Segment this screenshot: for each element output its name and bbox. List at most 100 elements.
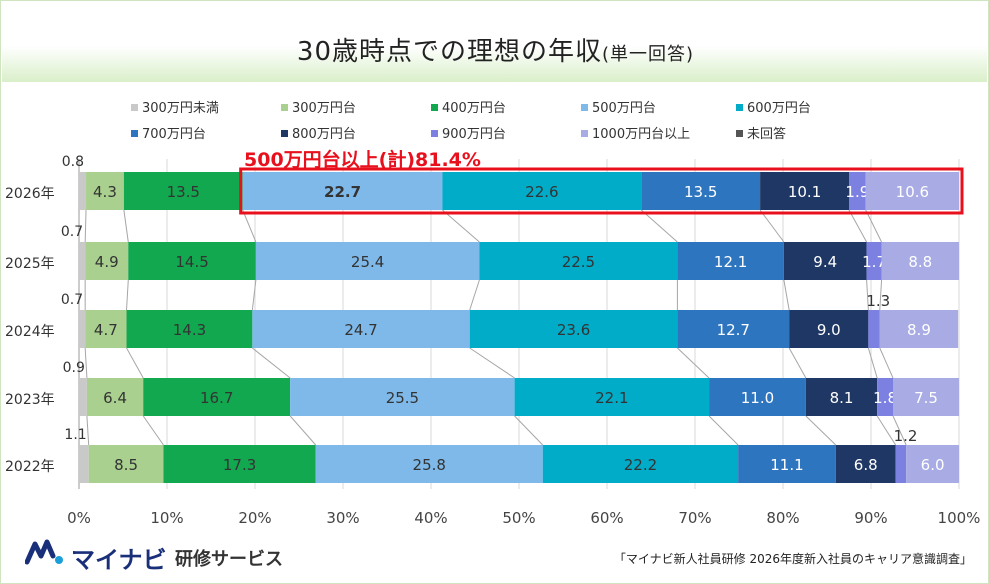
bar-segment <box>86 172 124 210</box>
data-label: 0.7 <box>61 292 83 308</box>
series-connector <box>126 347 144 379</box>
bar-segment <box>783 242 867 280</box>
bar-segment <box>877 378 893 416</box>
brand-logo: マイナビ 研修サービス <box>24 536 283 574</box>
x-tick-label: 50% <box>502 509 535 527</box>
series-connector <box>514 415 544 446</box>
data-label: 6.0 <box>921 456 945 474</box>
series-connector <box>84 347 88 379</box>
bar-segment <box>881 242 959 280</box>
bar-segment <box>542 445 739 483</box>
legend-item: 800万円台 <box>281 123 356 142</box>
legend-item: 700万円台 <box>131 123 206 142</box>
bar-segment <box>906 445 959 483</box>
data-label: 1.1 <box>64 427 86 443</box>
legend-item: 900万円台 <box>431 123 506 142</box>
data-label: 25.8 <box>413 456 446 474</box>
series-connector <box>879 279 883 311</box>
bar-segment <box>252 310 470 348</box>
bar-segment <box>85 310 127 348</box>
brand-sub: 研修サービス <box>175 549 283 570</box>
series-connector <box>469 347 515 379</box>
bar-segment <box>85 242 129 280</box>
data-label: 1.8 <box>873 389 897 407</box>
x-tick-label: 60% <box>590 509 623 527</box>
legend-swatch <box>431 130 438 137</box>
data-label: 17.3 <box>223 456 256 474</box>
data-label: 1.7 <box>862 253 886 271</box>
legend-label: 300万円未満 <box>142 101 219 116</box>
data-label: 22.6 <box>525 183 558 201</box>
bar-segment <box>868 310 880 348</box>
bar-segment <box>79 378 87 416</box>
source-note: 「マイナビ新人社員研修 2026年度新入社員のキャリア意識調査」 <box>613 552 972 566</box>
data-label: 8.1 <box>830 389 854 407</box>
legend-swatch <box>736 130 743 137</box>
series-connector <box>867 347 878 379</box>
x-tick-label: 30% <box>326 509 359 527</box>
bar-segment <box>677 242 784 280</box>
series-connector <box>805 415 837 446</box>
legend-label: 700万円台 <box>142 127 206 142</box>
legend-swatch <box>736 104 743 111</box>
series-connector <box>866 279 869 311</box>
legend-swatch <box>581 130 588 137</box>
x-tick-label: 70% <box>678 509 711 527</box>
legend-label: 900万円台 <box>442 127 506 142</box>
bar-segment <box>123 172 243 210</box>
data-label: 16.7 <box>200 389 233 407</box>
data-label: 8.5 <box>114 456 138 474</box>
data-label: 1.2 <box>894 427 918 445</box>
category-label: 2025年 <box>5 256 55 272</box>
bar-segment <box>479 242 678 280</box>
data-label: 1.9 <box>845 183 869 201</box>
legend-item: 1000万円台以上 <box>581 123 690 142</box>
bar-segment <box>677 310 790 348</box>
data-label: 4.9 <box>95 253 119 271</box>
legend-swatch <box>581 104 588 111</box>
series-connector <box>708 415 739 446</box>
category-label: 2022年 <box>5 459 55 475</box>
data-label: 22.2 <box>624 456 657 474</box>
legend-item: 300万円未満 <box>131 97 219 116</box>
data-label: 23.6 <box>557 321 590 339</box>
bar-segment <box>469 310 678 348</box>
x-tick-label: 100% <box>938 509 981 527</box>
legend-label: 500万円台 <box>592 101 656 116</box>
series-connector <box>289 415 317 446</box>
x-tick-label: 80% <box>766 509 799 527</box>
legend-item: 未回答 <box>736 123 786 142</box>
series-connector <box>677 347 710 379</box>
series-connector <box>876 415 897 446</box>
chart-title-main: 30歳時点での理想の年収 <box>296 37 603 67</box>
x-tick-label: 0% <box>67 509 91 527</box>
bar-segment <box>88 445 164 483</box>
bar-segment <box>242 172 443 210</box>
data-label: 10.1 <box>788 183 821 201</box>
series-connector <box>84 209 87 243</box>
data-label: 25.5 <box>386 389 419 407</box>
series-connector <box>848 209 868 243</box>
x-tick-label: 90% <box>854 509 887 527</box>
bar-segment <box>865 172 959 210</box>
series-connector <box>126 279 129 311</box>
category-label: 2024年 <box>5 324 55 340</box>
bar-segment <box>79 172 87 210</box>
legend-label: 400万円台 <box>442 101 506 116</box>
chart-title: 30歳時点での理想の年収(単一回答) <box>1 31 988 68</box>
legend-swatch <box>431 104 438 111</box>
data-label: 4.3 <box>93 183 117 201</box>
bar-segment <box>879 310 959 348</box>
bar-segment <box>866 242 882 280</box>
series-connector <box>879 347 894 379</box>
bar-segment <box>514 378 710 416</box>
data-label: 11.1 <box>770 456 803 474</box>
legend-label: 800万円台 <box>292 127 356 142</box>
data-label: 13.5 <box>684 183 717 201</box>
data-label: 14.3 <box>173 321 206 339</box>
data-label: 12.7 <box>717 321 750 339</box>
bar-segment <box>895 445 907 483</box>
series-connector <box>865 209 883 243</box>
series-connector <box>86 415 90 446</box>
legend-item: 600万円台 <box>736 97 811 116</box>
